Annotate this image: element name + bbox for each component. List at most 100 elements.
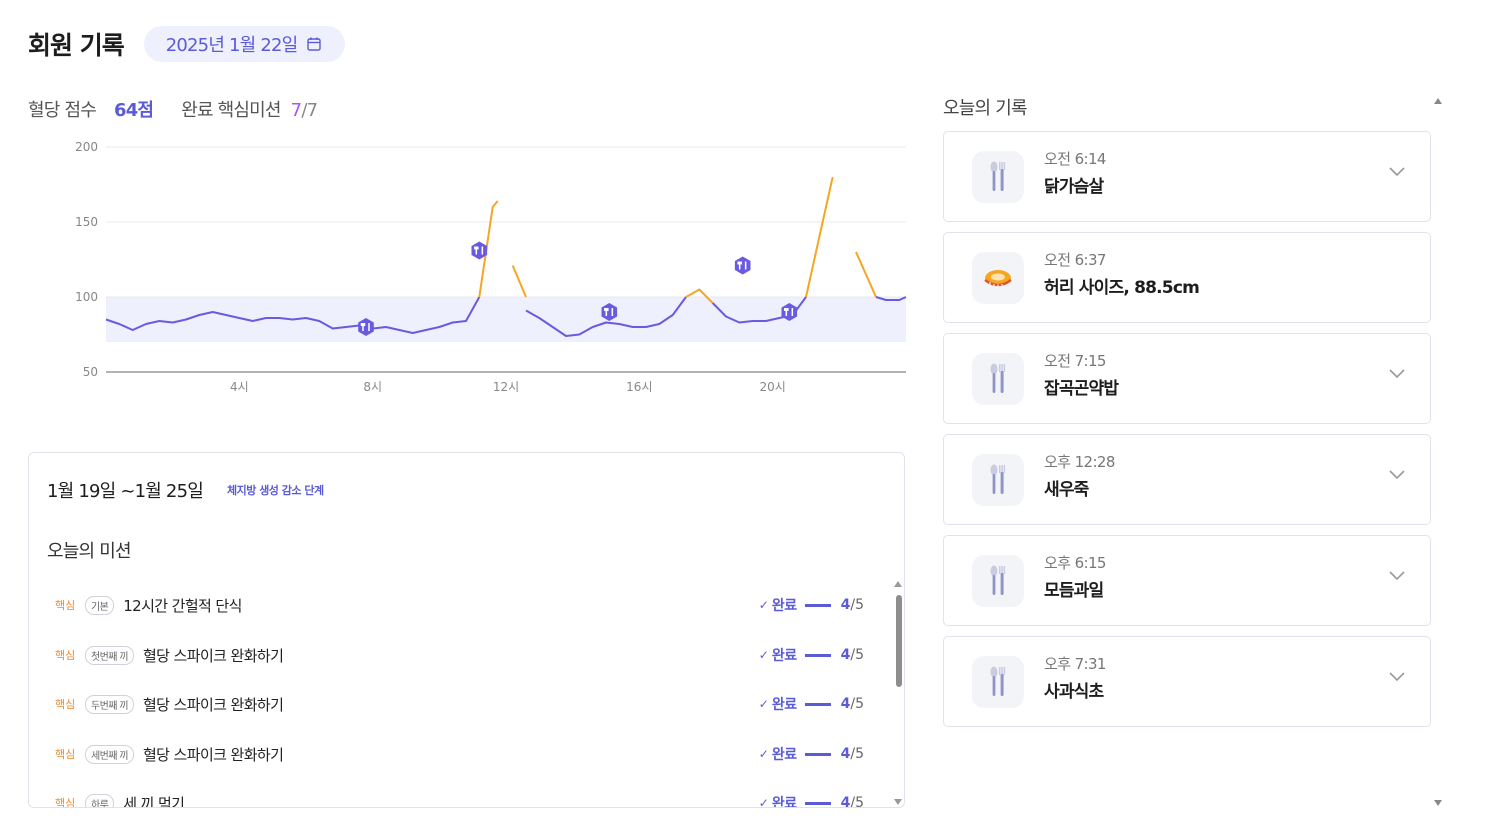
score-value: 64점 <box>113 100 154 121</box>
y-tick-label: 150 <box>75 215 98 229</box>
record-time: 오후 12:28 <box>1044 453 1115 471</box>
core-tag: 핵심 <box>55 748 76 761</box>
mission-name: 혈당 스파이크 완화하기 <box>142 646 284 665</box>
score-label: 혈당 점수 <box>28 100 97 121</box>
core-tag: 핵심 <box>55 797 76 808</box>
record-card[interactable]: 오후 7:31 사과식초 <box>943 636 1431 727</box>
progress-dash <box>804 801 831 805</box>
chevron-down-icon[interactable] <box>1388 368 1406 380</box>
meal-icon <box>972 454 1024 506</box>
mission-kind-tag: 하루 <box>85 793 115 807</box>
record-card[interactable]: 오전 6:14 닭가슴살 <box>943 131 1431 222</box>
check-icon: ✓ <box>758 598 769 612</box>
record-name: 잡곡곤약밥 <box>1044 379 1119 399</box>
week-range: 1월 19일 ~1월 25일 <box>47 481 204 502</box>
check-icon: ✓ <box>758 697 769 711</box>
progress-dash <box>804 752 831 756</box>
page-scroll-up-arrow[interactable] <box>1434 98 1442 104</box>
date-picker-button[interactable]: 2025년 1월 22일 <box>143 26 346 62</box>
header: 회원 기록 2025년 1월 22일 <box>28 26 346 62</box>
y-tick-label: 50 <box>83 365 98 379</box>
mission-name: 혈당 스파이크 완화하기 <box>142 695 284 714</box>
meal-marker <box>471 241 488 260</box>
progress-dash <box>804 702 831 706</box>
record-time: 오후 6:15 <box>1044 554 1106 572</box>
scroll-up-arrow[interactable] <box>894 581 902 587</box>
x-tick-label: 20시 <box>760 380 786 394</box>
chevron-down-icon[interactable] <box>1388 469 1406 481</box>
record-card[interactable]: 오후 6:15 모듬과일 <box>943 535 1431 626</box>
calendar-icon <box>307 37 322 51</box>
mission-kind-tag: 세번째 끼 <box>85 744 134 764</box>
mission-row[interactable]: 핵심 세번째 끼 혈당 스파이크 완화하기 ✓ 완료 4/5 <box>55 742 864 766</box>
mission-row[interactable]: 핵심 하루 세 끼 먹기 ✓ 완료 4/5 <box>55 791 864 808</box>
mission-total-count: /7 <box>301 100 318 121</box>
mission-kind-tag: 기본 <box>85 595 115 615</box>
done-label: 완료 <box>771 796 797 808</box>
mission-name: 혈당 스파이크 완화하기 <box>142 745 284 764</box>
x-tick-label: 12시 <box>493 380 519 394</box>
done-count: 4 <box>840 647 851 663</box>
mission-row[interactable]: 핵심 두번째 끼 혈당 스파이크 완화하기 ✓ 완료 4/5 <box>55 692 864 716</box>
page-title: 회원 기록 <box>28 31 125 60</box>
mission-status: ✓ 완료 4/5 <box>759 744 864 764</box>
score-summary: 혈당 점수 64점 완료 핵심미션 7 /7 <box>28 96 318 122</box>
page-scroll-down-arrow[interactable] <box>1434 800 1442 806</box>
scrollbar-thumb[interactable] <box>896 595 902 687</box>
scroll-down-arrow[interactable] <box>894 799 902 805</box>
chevron-down-icon[interactable] <box>1388 166 1406 178</box>
mission-kind-tag: 두번째 끼 <box>85 694 134 714</box>
target-range-band <box>106 297 906 342</box>
mission-status: ✓ 완료 4/5 <box>758 793 864 808</box>
check-icon: ✓ <box>758 648 769 662</box>
glucose-line-segment <box>685 288 714 304</box>
record-name: 닭가슴살 <box>1044 177 1104 197</box>
progress-dash <box>804 603 831 607</box>
y-tick-label: 100 <box>75 290 98 304</box>
core-tag: 핵심 <box>55 698 76 711</box>
glucose-line-segment <box>855 251 877 298</box>
mission-section-title: 오늘의 미션 <box>47 541 132 562</box>
mission-complete-label: 완료 핵심미션 <box>181 100 281 121</box>
records-title: 오늘의 기록 <box>943 98 1028 119</box>
x-tick-label: 4시 <box>230 380 249 394</box>
mission-status: ✓ 완료 4/5 <box>759 645 864 665</box>
glucose-chart-svg: 50 100 150 200 4시 8시 12시 16시 20시 <box>75 140 907 394</box>
record-card[interactable]: 오전 7:15 잡곡곤약밥 <box>943 333 1431 424</box>
mission-status: ✓ 완료 4/5 <box>759 694 864 714</box>
mission-status: ✓ 완료 4/5 <box>759 595 864 615</box>
tape-measure-icon <box>972 252 1024 304</box>
glucose-line-segment <box>511 265 527 298</box>
total-count: /5 <box>850 795 864 808</box>
mission-row[interactable]: 핵심 기본 12시간 간헐적 단식 ✓ 완료 4/5 <box>55 593 864 617</box>
record-card[interactable]: 오전 6:37 허리 사이즈, 88.5cm <box>943 232 1431 323</box>
glucose-line-segment <box>805 176 834 298</box>
meal-marker <box>358 318 374 336</box>
check-icon: ✓ <box>758 796 769 808</box>
core-tag: 핵심 <box>55 649 76 662</box>
record-name: 새우죽 <box>1044 480 1089 500</box>
total-count: /5 <box>850 647 864 663</box>
x-tick-label: 8시 <box>363 380 382 394</box>
chevron-down-icon[interactable] <box>1388 570 1406 582</box>
mission-done-count: 7 <box>290 100 302 121</box>
date-label: 2025년 1월 22일 <box>165 35 299 56</box>
record-name: 사과식초 <box>1044 682 1104 702</box>
done-count: 4 <box>840 746 851 762</box>
record-time: 오전 6:14 <box>1044 150 1106 168</box>
record-card[interactable]: 오후 12:28 새우죽 <box>943 434 1431 525</box>
record-time: 오전 7:15 <box>1044 352 1106 370</box>
stage-tag: 체지방 생성 감소 단계 <box>227 484 324 497</box>
total-count: /5 <box>850 746 864 762</box>
done-count: 4 <box>840 696 851 712</box>
total-count: /5 <box>850 696 864 712</box>
mission-row[interactable]: 핵심 첫번째 끼 혈당 스파이크 완화하기 ✓ 완료 4/5 <box>55 643 864 667</box>
glucose-line-segment <box>525 296 687 337</box>
done-count: 4 <box>840 795 851 808</box>
y-tick-label: 200 <box>75 140 98 154</box>
done-label: 완료 <box>771 648 797 664</box>
meal-icon <box>972 151 1024 203</box>
meal-icon <box>972 555 1024 607</box>
glucose-chart: 50 100 150 200 4시 8시 12시 16시 20시 <box>58 135 918 405</box>
chevron-down-icon[interactable] <box>1388 671 1406 683</box>
